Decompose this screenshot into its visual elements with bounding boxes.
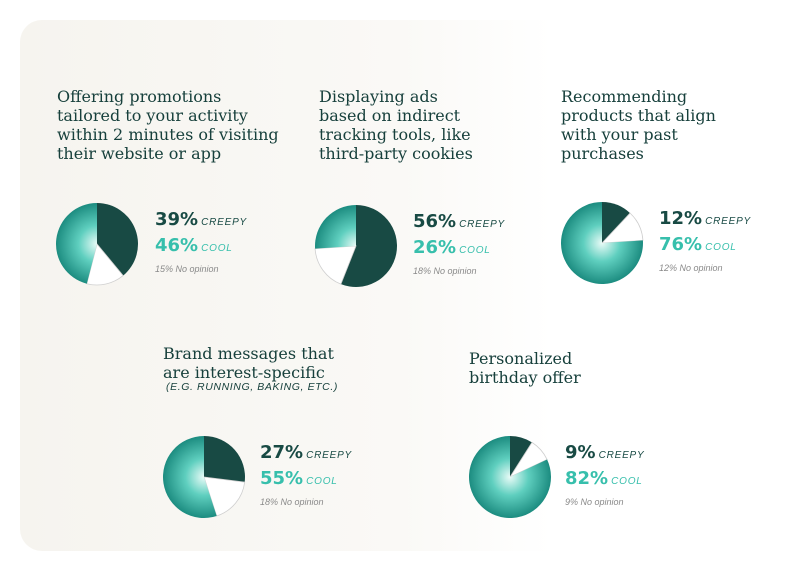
pie-slice-creepy	[340, 205, 397, 287]
creepy-label: CREEPY	[598, 450, 645, 461]
stat-no-opinion: 18% No opinion	[260, 497, 324, 507]
no-opinion-percent: 12%	[659, 263, 678, 273]
creepy-percent: 9%	[565, 442, 596, 463]
creepy-percent: 39%	[155, 209, 199, 230]
cool-percent: 55%	[260, 468, 304, 489]
chart-title: Brand messages that are interest-specifi…	[163, 344, 334, 382]
chart-title: Offering promotions tailored to your act…	[57, 87, 279, 163]
no-opinion-label: No opinion	[175, 264, 219, 274]
no-opinion-label: No opinion	[433, 266, 477, 276]
pie-chart	[314, 205, 397, 287]
pie-slice-creepy	[602, 202, 631, 243]
stat-cool: 46% COOL	[155, 235, 233, 256]
stat-cool: 82% COOL	[565, 468, 643, 489]
pie-slice-creepy	[510, 436, 532, 477]
stat-creepy: 27% CREEPY	[260, 442, 352, 463]
pie-chart	[56, 203, 138, 286]
chart-title: Displaying ads based on indirect trackin…	[319, 87, 473, 163]
pie-slice-no-opinion	[508, 441, 548, 478]
pie-chart	[162, 436, 246, 518]
creepy-label: CREEPY	[459, 219, 506, 230]
stat-cool: 76% COOL	[659, 234, 737, 255]
pie-slice-creepy	[204, 436, 245, 483]
cool-label: COOL	[459, 245, 491, 256]
no-opinion-label: No opinion	[679, 263, 723, 273]
pie-slice-no-opinion	[314, 245, 357, 285]
chart-item: Personalized birthday offer 9% CREEPY 82% C…	[469, 349, 709, 529]
no-opinion-percent: 18%	[260, 497, 279, 507]
creepy-percent: 56%	[413, 211, 457, 232]
cool-percent: 82%	[565, 468, 609, 489]
stat-creepy: 9% CREEPY	[565, 442, 645, 463]
creepy-percent: 12%	[659, 208, 703, 229]
pie-slice-creepy	[97, 203, 138, 276]
pie-chart	[561, 202, 644, 284]
cool-label: COOL	[705, 242, 737, 253]
chart-title: Personalized birthday offer	[469, 349, 581, 387]
no-opinion-percent: 9%	[565, 497, 579, 507]
creepy-percent: 27%	[260, 442, 304, 463]
cool-percent: 76%	[659, 234, 703, 255]
chart-subtitle: (E.G. RUNNING, BAKING, ETC.)	[166, 381, 338, 393]
chart-item: Recommending products that align with yo…	[561, 87, 781, 287]
chart-card: Offering promotions tailored to your act…	[20, 20, 780, 551]
stat-creepy: 12% CREEPY	[659, 208, 751, 229]
pie-slice-cool	[469, 436, 551, 518]
pie-slice-cool	[561, 202, 643, 284]
stat-creepy: 56% CREEPY	[413, 211, 505, 232]
cool-label: COOL	[201, 243, 233, 254]
chart-item: Offering promotions tailored to your act…	[56, 87, 317, 287]
no-opinion-label: No opinion	[580, 497, 624, 507]
pie-slice-no-opinion	[203, 476, 246, 517]
pie-slice-no-opinion	[601, 212, 644, 244]
no-opinion-percent: 18%	[413, 266, 432, 276]
no-opinion-label: No opinion	[280, 497, 324, 507]
stat-creepy: 39% CREEPY	[155, 209, 247, 230]
pie-slice-no-opinion	[86, 243, 124, 286]
stat-no-opinion: 18% No opinion	[413, 266, 477, 276]
stat-no-opinion: 15% No opinion	[155, 264, 219, 274]
pie-slice-cool	[162, 436, 217, 518]
creepy-label: CREEPY	[705, 216, 752, 227]
creepy-label: CREEPY	[201, 217, 248, 228]
chart-title: Recommending products that align with yo…	[561, 87, 716, 163]
creepy-label: CREEPY	[306, 450, 353, 461]
cool-label: COOL	[306, 476, 338, 487]
pie-chart	[469, 436, 551, 518]
cool-percent: 26%	[413, 237, 457, 258]
no-opinion-percent: 15%	[155, 264, 174, 274]
cool-label: COOL	[611, 476, 643, 487]
stat-cool: 26% COOL	[413, 237, 491, 258]
chart-item: Brand messages that are interest-specifi…	[162, 344, 423, 524]
cool-percent: 46%	[155, 235, 199, 256]
chart-item: Displaying ads based on indirect trackin…	[314, 87, 579, 287]
stat-no-opinion: 9% No opinion	[565, 497, 624, 507]
pie-slice-cool	[315, 205, 356, 249]
stat-cool: 55% COOL	[260, 468, 338, 489]
pie-slice-cool	[56, 203, 97, 284]
stat-no-opinion: 12% No opinion	[659, 263, 723, 273]
